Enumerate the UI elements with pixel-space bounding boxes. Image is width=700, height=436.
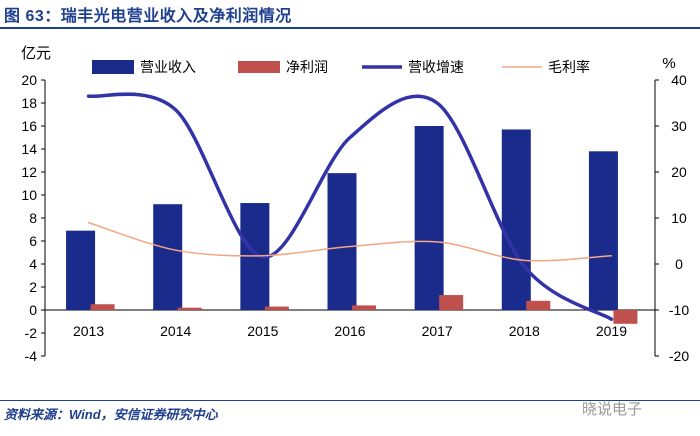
left-axis-tick-label: 0 <box>29 302 37 318</box>
x-axis-tick-label: 2017 <box>422 323 453 339</box>
source-note: 资料来源：Wind，安信证券研究中心 <box>4 407 218 422</box>
right-axis-tick-label: 0 <box>675 256 683 272</box>
left-axis-tick-label: 20 <box>21 72 37 88</box>
left-axis-tick-label: -2 <box>25 325 38 341</box>
left-axis-tick-label: 16 <box>21 118 37 134</box>
chart: -4-202468101214161820亿元-20-10010203040%2… <box>21 45 689 364</box>
net-profit-bar <box>90 304 115 310</box>
x-axis-tick-label: 2015 <box>247 323 278 339</box>
right-axis-tick-label: 40 <box>671 72 687 88</box>
net-profit-bar <box>439 295 464 310</box>
right-axis-tick-label: -10 <box>669 302 689 318</box>
revenue-bar <box>414 126 444 310</box>
figure-title: 图 63：瑞丰光电营业收入及净利润情况 <box>4 8 292 25</box>
legend-net-profit-swatch <box>238 61 280 73</box>
x-axis-tick-label: 2018 <box>509 323 540 339</box>
left-axis-tick-label: 14 <box>21 141 37 157</box>
legend-gross-margin-label: 毛利率 <box>548 59 590 75</box>
left-axis-tick-label: 4 <box>29 256 37 272</box>
left-axis-tick-label: 18 <box>21 95 37 111</box>
revenue-bar <box>588 151 618 310</box>
revenue-bar <box>501 129 531 310</box>
legend-revenue-growth-label: 营收增速 <box>408 59 464 75</box>
net-profit-bar <box>352 305 376 310</box>
net-profit-bar <box>177 307 202 310</box>
left-axis-unit: 亿元 <box>21 45 51 62</box>
left-axis-tick-label: -4 <box>25 348 38 364</box>
x-axis-tick-label: 2016 <box>334 323 365 339</box>
x-axis-tick-label: 2014 <box>160 323 191 339</box>
x-axis-tick-label: 2013 <box>73 323 104 339</box>
net-profit-bar <box>526 300 551 310</box>
chart-axes: -4-202468101214161820亿元-20-10010203040%2… <box>21 45 689 364</box>
net-profit-bar <box>613 310 638 324</box>
right-axis-unit: % <box>662 55 675 72</box>
right-axis-tick-label: 30 <box>671 118 687 134</box>
left-axis-tick-label: 6 <box>29 233 37 249</box>
left-axis-tick-label: 2 <box>29 279 37 295</box>
net-profit-bar <box>264 306 289 310</box>
bottom-rule <box>0 400 700 401</box>
revenue-bar <box>153 204 183 310</box>
x-axis-tick-label: 2019 <box>596 323 627 339</box>
watermark: 晓说电子 <box>582 401 643 418</box>
legend-revenue-swatch <box>92 60 134 74</box>
revenue-bar <box>66 230 96 310</box>
gross-margin-line <box>87 221 613 262</box>
right-axis-tick-label: -20 <box>669 348 689 364</box>
left-axis-tick-label: 8 <box>29 210 37 226</box>
left-axis-tick-label: 10 <box>21 187 37 203</box>
legend-revenue-label: 营业收入 <box>140 59 196 75</box>
title-rule <box>0 27 700 29</box>
chart-bars <box>66 126 638 324</box>
revenue-bar <box>327 173 357 310</box>
chart-legend: 营业收入 净利润 营收增速 毛利率 <box>92 59 590 75</box>
revenue-growth-line <box>86 92 614 321</box>
left-axis-tick-label: 12 <box>21 164 37 180</box>
legend-net-profit-label: 净利润 <box>286 59 328 75</box>
right-axis-tick-label: 10 <box>671 210 687 226</box>
right-axis-tick-label: 20 <box>671 164 687 180</box>
chart-lines <box>86 92 614 321</box>
